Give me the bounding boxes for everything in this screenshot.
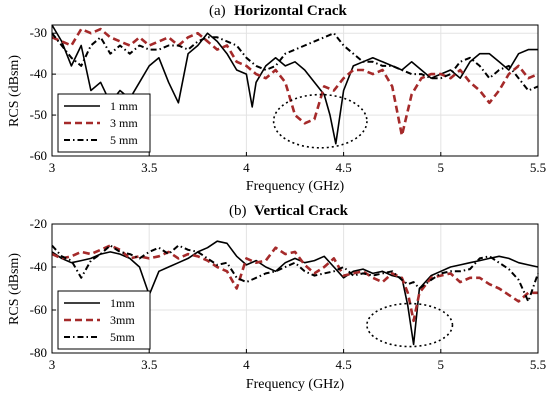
panel-b-legend: 1mm 3mm 5mm <box>57 290 151 350</box>
y-tick-label: -60 <box>30 148 47 163</box>
panel-b-series <box>51 240 539 346</box>
panel-b: (b) Vertical Crack 3 3.5 4 4.5 5 5.5 -20 -40 -60… <box>7 203 546 392</box>
x-tick-label: 5.5 <box>530 160 546 175</box>
y-tick-label: -30 <box>30 25 47 40</box>
legend-box <box>57 290 151 350</box>
legend-label: 1mm <box>110 296 135 310</box>
x-tick-label: 3.5 <box>141 160 157 175</box>
panel-a-title: Horizontal Crack <box>234 3 348 19</box>
legend-label: 5mm <box>110 330 135 344</box>
panel-b-title-prefix: (b) <box>229 203 247 219</box>
panel-a: (a) Horizontal Crack 3 3.5 4 4.5 5 5.5 -30 -40 -… <box>7 3 546 194</box>
panel-b-frame <box>51 223 539 354</box>
legend-box <box>57 93 151 153</box>
series-line-5mm <box>51 244 539 303</box>
legend-label: 5 mm <box>110 133 138 147</box>
y-tick-label: -20 <box>30 216 47 231</box>
panel-a-legend: 1 mm 3 mm 5 mm <box>57 93 151 153</box>
series-line-3mm <box>51 27 539 137</box>
y-tick-label: -50 <box>30 107 47 122</box>
x-tick-label: 5 <box>438 357 445 372</box>
series-line-5mm <box>51 32 539 92</box>
panel-a-ylabel: RCS (dBsm) <box>7 55 22 127</box>
y-tick-label: -40 <box>30 259 47 274</box>
panel-a-series <box>51 24 539 145</box>
x-tick-label: 3.5 <box>141 357 157 372</box>
y-tick-label: -60 <box>30 302 47 317</box>
legend-label: 3 mm <box>110 116 138 130</box>
legend-label: 3mm <box>110 313 135 327</box>
x-tick-label: 3 <box>49 160 56 175</box>
x-tick-label: 4 <box>243 160 250 175</box>
legend-label: 1 mm <box>110 99 138 113</box>
panel-b-title: Vertical Crack <box>254 203 349 219</box>
panel-b-ylabel: RCS (dBsm) <box>7 253 22 325</box>
panel-a-frame <box>51 24 539 157</box>
panel-a-annotation-ellipse <box>272 93 368 149</box>
y-tick-label: -80 <box>30 345 47 360</box>
x-tick-label: 5.5 <box>530 357 546 372</box>
x-tick-label: 4.5 <box>335 160 351 175</box>
x-tick-label: 4 <box>243 357 250 372</box>
series-line-3mm <box>51 244 538 323</box>
series-line-1mm <box>51 24 538 145</box>
panel-a-xlabel: Frequency (GHz) <box>246 179 345 194</box>
x-tick-label: 4.5 <box>335 357 351 372</box>
panel-a-title-prefix: (a) <box>209 3 226 19</box>
panel-b-annotation-ellipse <box>366 302 454 348</box>
x-tick-label: 5 <box>438 160 445 175</box>
y-tick-label: -40 <box>30 66 47 81</box>
panel-b-xlabel: Frequency (GHz) <box>246 377 345 392</box>
x-tick-label: 3 <box>49 357 56 372</box>
panel-a-ticks: 3 3.5 4 4.5 5 5.5 -30 -40 -50 -60 <box>30 25 546 175</box>
